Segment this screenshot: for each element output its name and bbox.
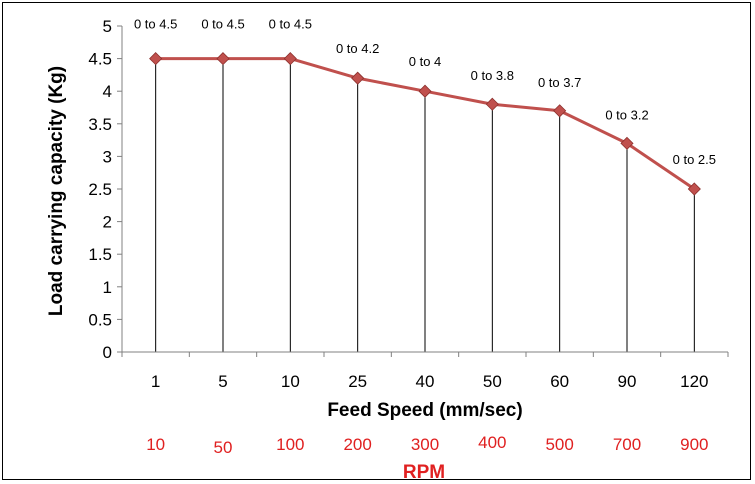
x-tick-label: 5 xyxy=(218,372,227,391)
rpm-tick-label: 200 xyxy=(343,435,371,454)
data-label: 0 to 4.5 xyxy=(269,17,312,32)
rpm-axis-title: RPM xyxy=(403,462,445,483)
y-axis-title: Load carrying capacity (Kg) xyxy=(46,66,67,316)
data-label: 0 to 3.2 xyxy=(605,107,648,122)
y-tick-label: 1.5 xyxy=(88,245,112,264)
data-label: 0 to 4 xyxy=(409,54,442,69)
x-tick-label: 25 xyxy=(348,372,367,391)
data-point-marker xyxy=(149,52,163,66)
rpm-tick-label: 700 xyxy=(613,435,641,454)
data-label: 0 to 2.5 xyxy=(673,152,716,167)
data-point-marker xyxy=(620,136,634,150)
rpm-tick-label: 100 xyxy=(276,435,304,454)
data-point-marker xyxy=(687,182,701,196)
rpm-tick-label: 900 xyxy=(680,435,708,454)
x-tick-label: 50 xyxy=(483,372,502,391)
data-label: 0 to 4.5 xyxy=(134,17,177,32)
data-point-marker xyxy=(351,71,365,85)
rpm-tick-label: 300 xyxy=(411,435,439,454)
x-tick-label: 1 xyxy=(151,372,160,391)
axes: 0 0.5 1 1.5 2 2.5 3 3.5 4 4.5 5 1 5 10 25 40 50 60 90 120 10… xyxy=(88,17,729,457)
y-tick-label: 0 xyxy=(103,343,112,362)
data-point-marker xyxy=(216,52,230,66)
rpm-tick-label: 500 xyxy=(545,435,573,454)
y-tick-label: 2.5 xyxy=(88,180,112,199)
x-tick-label: 120 xyxy=(680,372,708,391)
rpm-tick-label: 50 xyxy=(214,438,233,457)
x-tick-label: 40 xyxy=(416,372,435,391)
data-label: 0 to 4.5 xyxy=(201,17,244,32)
data-point-marker xyxy=(283,52,297,66)
rpm-tick-label: 400 xyxy=(478,433,506,452)
chart-frame xyxy=(2,2,751,480)
data-point-marker xyxy=(418,84,432,98)
data-label: 0 to 4.2 xyxy=(336,41,379,56)
y-tick-label: 3 xyxy=(103,147,112,166)
y-tick-label: 5 xyxy=(103,17,112,36)
x-tick-label: 10 xyxy=(281,372,300,391)
x-axis-title: Feed Speed (mm/sec) xyxy=(327,400,522,421)
y-tick-label: 1 xyxy=(103,278,112,297)
rpm-tick-label: 10 xyxy=(146,435,165,454)
y-tick-label: 4 xyxy=(103,82,112,101)
y-tick-label: 4.5 xyxy=(88,50,112,69)
x-tick-label: 90 xyxy=(618,372,637,391)
x-tick-label: 60 xyxy=(550,372,569,391)
labels-group: 0 to 4.5 0 to 4.5 0 to 4.5 0 to 4.2 0 to 4 0 … xyxy=(134,17,716,167)
data-label: 0 to 3.8 xyxy=(471,68,514,83)
drop-lines xyxy=(155,58,695,352)
data-label: 0 to 3.7 xyxy=(538,75,581,90)
series-group xyxy=(149,52,701,196)
y-tick-label: 3.5 xyxy=(88,115,112,134)
data-point-marker xyxy=(485,97,499,111)
data-point-marker xyxy=(553,104,567,118)
y-tick-label: 0.5 xyxy=(88,310,112,329)
y-tick-label: 2 xyxy=(103,213,112,232)
